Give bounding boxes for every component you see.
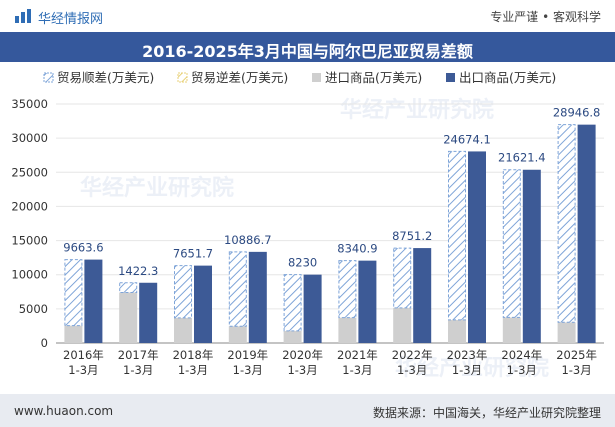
export-bar	[468, 151, 486, 343]
export-bar	[413, 248, 432, 343]
x-tick-label: 1-3月	[233, 363, 263, 377]
surplus-bar	[338, 260, 357, 319]
legend-swatch	[446, 73, 455, 82]
data-label: 8751.2	[392, 229, 432, 243]
import-bar	[119, 292, 138, 343]
x-tick-label: 2024年	[501, 348, 542, 362]
surplus-bar	[557, 124, 576, 323]
x-tick-label: 1-3月	[452, 363, 482, 377]
title-band	[0, 32, 615, 62]
y-tick-label: 25000	[11, 165, 48, 179]
x-tick-label: 2019年	[227, 348, 268, 362]
export-bar	[522, 169, 541, 343]
x-tick-label: 1-3月	[287, 363, 317, 377]
x-tick-label: 1-3月	[507, 363, 537, 377]
legend-label: 出口商品(万美元)	[459, 70, 556, 85]
bar-logo-icon	[15, 9, 31, 23]
x-tick-label: 2021年	[337, 348, 378, 362]
data-label: 1422.3	[118, 264, 158, 278]
y-tick-label: 15000	[11, 234, 48, 248]
data-label: 8230	[288, 256, 317, 270]
y-tick-label: 35000	[11, 97, 48, 111]
surplus-bar	[393, 247, 412, 309]
y-tick-label: 10000	[11, 268, 48, 282]
export-bar	[303, 274, 322, 343]
legend-label: 进口商品(万美元)	[325, 70, 422, 85]
top-bar: 华经情报网 专业严谨 • 客观科学	[0, 0, 615, 32]
import-bar	[228, 326, 247, 343]
x-tick-label: 2022年	[392, 348, 433, 362]
footer-source: 数据来源：中国海关，华经产业研究院整理	[372, 406, 601, 420]
data-label: 21621.4	[498, 151, 546, 165]
x-tick-label: 1-3月	[178, 363, 208, 377]
x-tick-label: 1-3月	[68, 363, 98, 377]
x-tick-label: 2017年	[118, 348, 159, 362]
surplus-bar	[174, 265, 192, 319]
import-bar	[557, 322, 576, 343]
x-tick-label: 1-3月	[397, 363, 427, 377]
import-bar	[393, 307, 412, 343]
y-tick-label: 30000	[11, 131, 48, 145]
data-label: 8340.9	[337, 242, 377, 256]
chart-title: 2016-2025年3月中国与阿尔巴尼亚贸易差额	[142, 42, 473, 61]
surplus-bar	[448, 150, 466, 321]
data-label: 28946.8	[553, 106, 601, 120]
legend-swatch	[312, 73, 321, 82]
footer-bar	[0, 394, 615, 427]
x-tick-label: 2016年	[63, 348, 104, 362]
x-tick-label: 1-3月	[123, 363, 153, 377]
import-bar	[338, 317, 357, 343]
import-bar	[283, 330, 302, 343]
x-tick-label: 2025年	[556, 348, 597, 362]
surplus-bar	[119, 282, 138, 293]
x-tick-label: 2018年	[173, 348, 214, 362]
export-bar	[577, 124, 596, 343]
import-bar	[502, 317, 521, 343]
tagline: 专业严谨 • 客观科学	[490, 10, 601, 24]
legend-label: 贸易逆差(万美元)	[191, 70, 288, 85]
import-bar	[174, 317, 192, 343]
export-bar	[358, 260, 377, 343]
x-tick-label: 1-3月	[342, 363, 372, 377]
x-tick-label: 1-3月	[561, 363, 591, 377]
legend-swatch	[177, 72, 188, 83]
surplus-bar	[228, 251, 247, 327]
x-tick-label: 2023年	[447, 348, 488, 362]
data-label: 24674.1	[443, 132, 491, 146]
data-label: 7651.7	[173, 247, 213, 261]
legend-label: 贸易顺差(万美元)	[57, 70, 154, 85]
surplus-bar	[502, 169, 521, 318]
y-tick-label: 20000	[11, 199, 48, 213]
y-tick-label: 5000	[19, 302, 48, 316]
surplus-bar	[64, 259, 83, 327]
export-bar	[194, 265, 212, 343]
import-bar	[64, 325, 83, 343]
import-bar	[448, 319, 466, 343]
brand-name: 华经情报网	[38, 12, 104, 27]
trade-balance-chart: 0 5000 10000 15000 20000 25000 30000 35000 9663.…	[11, 70, 604, 377]
y-tick-label: 0	[41, 336, 48, 350]
export-bar	[139, 282, 158, 343]
export-bar	[84, 259, 103, 343]
legend-swatch	[43, 72, 54, 83]
surplus-bar	[283, 274, 302, 332]
footer-website[interactable]: www.huaon.com	[14, 404, 114, 418]
data-label: 9663.6	[63, 241, 103, 255]
data-label: 10886.7	[224, 233, 272, 247]
x-tick-label: 2020年	[282, 348, 323, 362]
export-bar	[248, 251, 267, 343]
